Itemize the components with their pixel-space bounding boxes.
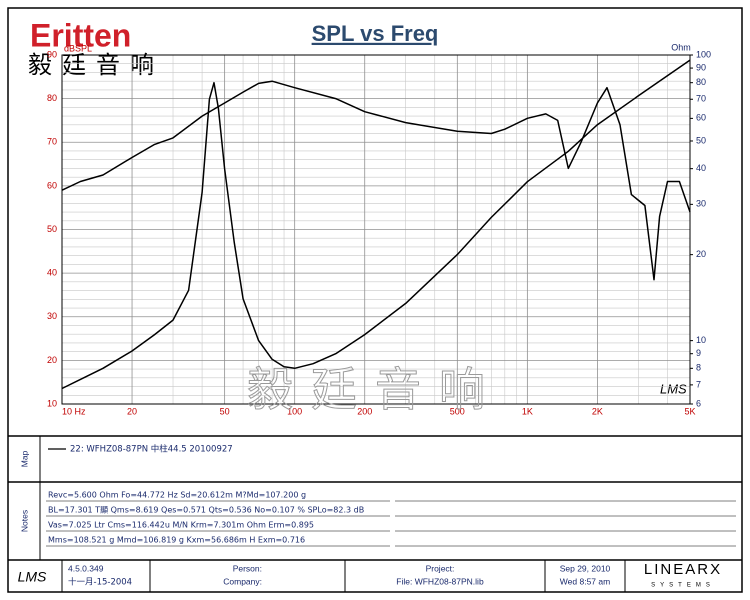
y2-tick-label: 7 [696, 379, 701, 389]
y2-tick-label: 9 [696, 348, 701, 358]
logo-brand: Eritten [30, 17, 131, 53]
x-tick-label: 200 [357, 406, 372, 416]
x-tick-label: 100 [287, 406, 302, 416]
footer-logo: LMS [18, 569, 47, 585]
version-date: 十一月-15-2004 [68, 577, 132, 588]
y2-tick-label: 70 [696, 94, 706, 104]
x-tick-label: 20 [127, 406, 137, 416]
y-tick-label: 40 [47, 268, 57, 278]
project: Project: [426, 563, 455, 573]
person: Person: [233, 563, 262, 573]
plot-frame [61, 54, 691, 405]
y2-tick-label: 30 [696, 199, 706, 209]
y2-tick-label: 60 [696, 113, 706, 123]
series-line [61, 59, 691, 390]
y2-tick-label: 100 [696, 49, 711, 59]
brand-sub: SYSTEMS [651, 583, 715, 589]
annotation: LMS [660, 381, 687, 396]
series-line [61, 80, 691, 281]
chart-title: SPL vs Freq [312, 21, 439, 46]
y2-tick-label: 40 [696, 163, 706, 173]
watermark: 毅廷音响 [247, 363, 503, 417]
y-tick-label: 70 [47, 137, 57, 147]
notes-label: Notes [19, 510, 29, 532]
note-line: Revc=5.600 Ohm Fo=44.772 Hz Sd=20.612m M… [48, 491, 306, 500]
file: File: WFHZ08-87PN.lib [396, 576, 484, 586]
y2-tick-label: 50 [696, 135, 706, 145]
x-tick-label: 500 [450, 406, 465, 416]
y2-tick-label: 6 [696, 398, 701, 408]
x-tick-label: 10 Hz [62, 406, 86, 416]
x-tick-label: 5K [684, 406, 695, 416]
outer-frame [7, 7, 743, 593]
y2-tick-label: 20 [696, 249, 706, 259]
y2-axis-label: Ohm [671, 42, 691, 52]
date: Sep 29, 2010 [560, 563, 611, 573]
y2-tick-label: 8 [696, 363, 701, 373]
logo-chinese: 毅廷音响 [28, 51, 164, 79]
note-line: BL=17.301 T顯 Qms=8.619 Qes=0.571 Qts=0.5… [48, 506, 364, 515]
brand: LINEARX [644, 561, 722, 578]
y-tick-label: 10 [47, 398, 57, 408]
y-tick-label: 80 [47, 93, 57, 103]
time: Wed 8:57 am [560, 576, 610, 586]
y-tick-label: 20 [47, 355, 57, 365]
y2-tick-label: 10 [696, 335, 706, 345]
y2-tick-label: 80 [696, 77, 706, 87]
note-line: Mms=108.521 g Mmd=106.819 g Kxm=56.686m … [48, 536, 305, 545]
map-label: Map [19, 450, 29, 467]
x-tick-label: 1K [522, 406, 533, 416]
note-line: Vas=7.025 Ltr Cms=116.442u M/N Krm=7.301… [48, 521, 314, 530]
x-tick-label: 50 [220, 406, 230, 416]
y2-tick-label: 90 [696, 62, 706, 72]
y-tick-label: 50 [47, 224, 57, 234]
x-tick-label: 2K [592, 406, 603, 416]
legend-entry: 22: WFHZ08-87PN 中柱44.5 20100927 [70, 444, 233, 455]
y-tick-label: 30 [47, 311, 57, 321]
y-tick-label: 60 [47, 180, 57, 190]
version: 4.5.0.349 [68, 563, 104, 573]
y-axis-label: dBSPL [64, 43, 92, 53]
y-tick-label: 90 [47, 49, 57, 59]
company: Company: [223, 576, 262, 586]
